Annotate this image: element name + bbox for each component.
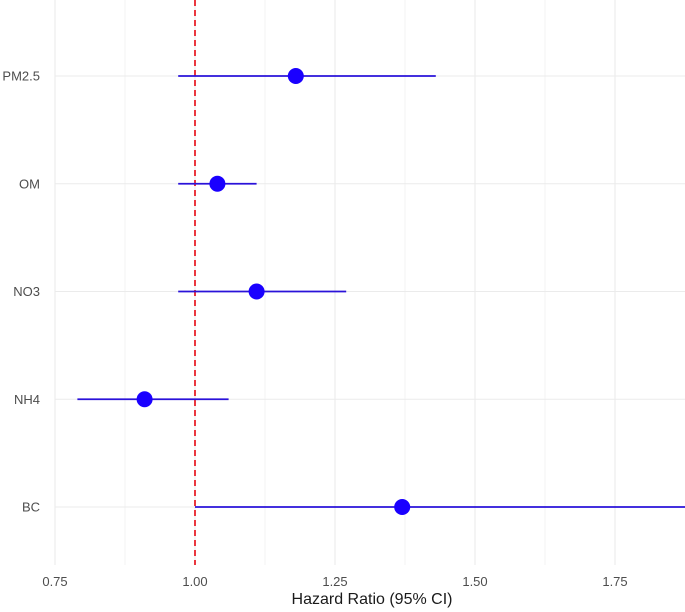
y-tick-label: OM [19,176,40,191]
point-layer [136,68,411,515]
y-tick-label: NH4 [14,392,40,407]
y-tick-label: BC [22,500,40,515]
x-tick-label: 1.50 [462,574,487,589]
y-tick-label: PM2.5 [2,69,40,84]
x-tick-label: 1.75 [602,574,627,589]
x-tick-label: 1.00 [182,574,207,589]
y-tick-label: NO3 [13,284,40,299]
x-tick-label: 1.25 [322,574,347,589]
grid-layer [54,0,685,565]
estimate-point-nh4 [136,391,153,408]
estimate-point-bc [394,499,411,515]
estimate-point-pm25 [287,68,304,84]
estimate-point-om [209,175,226,192]
x-tick-labels: 0.75 1.00 1.25 1.50 1.75 [42,574,627,589]
x-tick-label: 0.75 [42,574,67,589]
estimate-point-no3 [248,283,265,300]
y-tick-labels: PM2.5 OM NO3 NH4 BC [2,69,40,515]
x-axis-title: Hazard Ratio (95% CI) [292,591,453,608]
